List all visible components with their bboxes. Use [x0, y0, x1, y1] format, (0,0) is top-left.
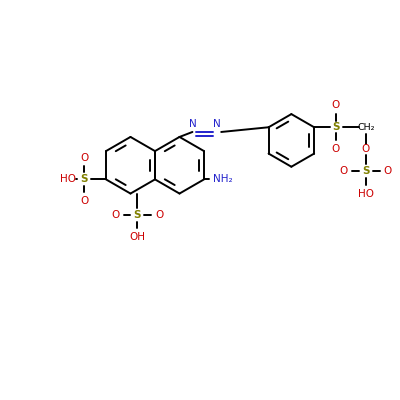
Text: S: S — [332, 122, 340, 132]
Text: N: N — [213, 120, 221, 130]
Text: HO: HO — [60, 174, 76, 184]
Text: O: O — [362, 144, 370, 154]
Text: HO: HO — [358, 189, 374, 199]
Text: N: N — [188, 120, 196, 130]
Text: S: S — [134, 210, 141, 220]
Text: O: O — [155, 210, 164, 220]
Text: NH₂: NH₂ — [213, 174, 232, 184]
Text: O: O — [80, 152, 88, 162]
Text: O: O — [80, 196, 88, 206]
Text: OH: OH — [130, 232, 146, 242]
Text: O: O — [111, 210, 120, 220]
Text: S: S — [80, 174, 88, 184]
Text: O: O — [340, 166, 348, 176]
Text: CH₂: CH₂ — [357, 123, 374, 132]
Text: S: S — [362, 166, 370, 176]
Text: O: O — [384, 166, 392, 176]
Text: O: O — [332, 100, 340, 110]
Text: O: O — [332, 144, 340, 154]
